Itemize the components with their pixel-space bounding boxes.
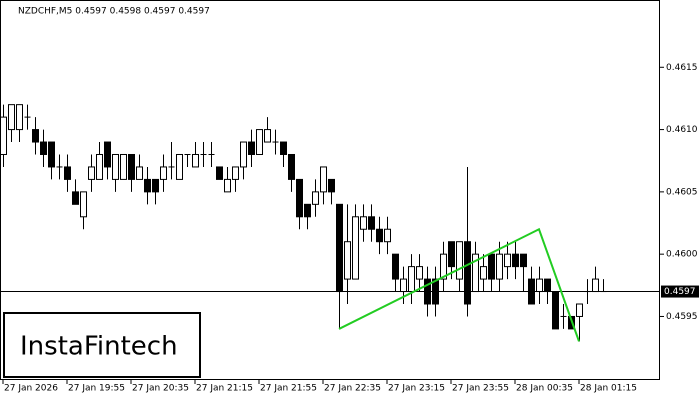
candle-body bbox=[16, 104, 23, 131]
candle-body bbox=[352, 216, 359, 280]
candle-body bbox=[520, 253, 527, 268]
candle-body bbox=[136, 166, 143, 180]
candle-body bbox=[456, 241, 463, 280]
candle-body bbox=[216, 166, 223, 180]
x-tick-label: 27 Jan 22:35 bbox=[324, 384, 381, 394]
y-tick-label: 0.4610 bbox=[666, 125, 698, 135]
candle-body bbox=[448, 241, 455, 268]
candle-body bbox=[392, 253, 399, 280]
candle-body bbox=[496, 253, 503, 280]
candle-body bbox=[544, 278, 551, 293]
candle-body bbox=[40, 141, 47, 155]
candle-body bbox=[144, 178, 151, 193]
x-tick-label: 27 Jan 20:35 bbox=[132, 384, 189, 394]
candle-body bbox=[440, 253, 447, 280]
candle-body bbox=[0, 116, 7, 155]
x-tick-label: 28 Jan 01:15 bbox=[580, 384, 637, 394]
candle-body bbox=[160, 166, 167, 180]
candle-body bbox=[256, 129, 263, 155]
candle-body bbox=[552, 291, 559, 330]
x-tick-label: 28 Jan 00:35 bbox=[516, 384, 573, 394]
candle-body bbox=[104, 141, 111, 168]
x-tick-label: 27 Jan 23:15 bbox=[388, 384, 445, 394]
current-price-box bbox=[661, 285, 699, 298]
candle-body bbox=[504, 253, 511, 268]
current-price-label: 0.4597 bbox=[664, 287, 696, 297]
candle-body bbox=[408, 266, 415, 293]
pattern-line bbox=[338, 227, 580, 342]
candle-body bbox=[152, 178, 159, 193]
candle-body bbox=[288, 153, 295, 180]
candle-body bbox=[296, 178, 303, 218]
candle-body bbox=[360, 216, 367, 230]
candle-body bbox=[488, 253, 495, 280]
candle-body bbox=[336, 203, 343, 293]
candle-body bbox=[32, 129, 39, 143]
x-tick-label: 27 Jan 19:55 bbox=[68, 384, 125, 394]
candle-body bbox=[112, 153, 119, 180]
x-tick-label: 27 Jan 21:55 bbox=[260, 384, 317, 394]
candle-body bbox=[344, 241, 351, 280]
x-tick-label: 27 Jan 23:55 bbox=[452, 384, 509, 394]
candle-body bbox=[232, 166, 239, 180]
candle-body bbox=[48, 141, 55, 168]
y-tick-label: 0.4615 bbox=[666, 63, 698, 73]
candle-body bbox=[128, 153, 135, 180]
candle-body bbox=[376, 228, 383, 243]
candle-body bbox=[192, 153, 199, 168]
candle-body bbox=[280, 141, 287, 155]
candle-body bbox=[328, 178, 335, 193]
y-tick-label: 0.4605 bbox=[666, 187, 698, 197]
candle-body bbox=[72, 191, 79, 205]
candle-body bbox=[480, 266, 487, 280]
candle-body bbox=[88, 166, 95, 180]
candle-body bbox=[536, 278, 543, 293]
candle-body bbox=[368, 216, 375, 230]
y-tick-label: 0.4600 bbox=[666, 250, 698, 260]
candle-body bbox=[264, 129, 271, 143]
candle-body bbox=[312, 191, 319, 205]
watermark-box bbox=[3, 312, 201, 378]
watermark: InstaFintech bbox=[20, 332, 178, 362]
candle-body bbox=[176, 153, 183, 180]
x-tick-label: 27 Jan 21:15 bbox=[196, 384, 253, 394]
candle-body bbox=[120, 153, 127, 180]
candle-body bbox=[240, 141, 247, 168]
y-tick-label: 0.4595 bbox=[666, 312, 698, 322]
chart-header: NZDCHF,M5 0.4597 0.4598 0.4597 0.4597 bbox=[18, 7, 210, 17]
candle-body bbox=[224, 178, 231, 193]
candle-body bbox=[8, 104, 15, 131]
candle-body bbox=[64, 166, 71, 180]
candle-body bbox=[96, 153, 103, 180]
candle-body bbox=[512, 253, 519, 268]
candle-body bbox=[304, 203, 311, 218]
candle-body bbox=[592, 278, 599, 293]
candle-body bbox=[248, 141, 255, 155]
candle-body bbox=[384, 228, 391, 243]
candle-body bbox=[464, 241, 471, 305]
candle-body bbox=[576, 303, 583, 317]
x-tick-label: 27 Jan 2026 bbox=[4, 384, 58, 394]
candle-body bbox=[80, 191, 87, 218]
candle-body bbox=[416, 266, 423, 280]
candle-body bbox=[400, 278, 407, 293]
candle-body bbox=[320, 166, 327, 193]
